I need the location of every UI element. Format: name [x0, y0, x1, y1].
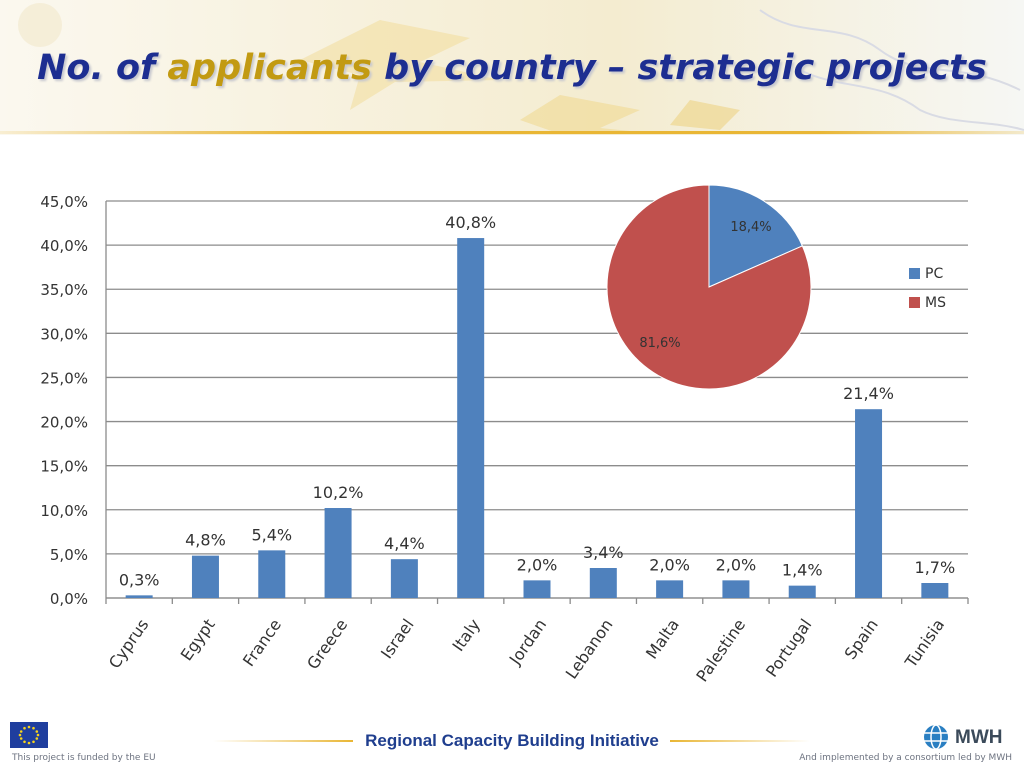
pie-data-label: 18,4% [730, 220, 771, 235]
globe-icon [924, 724, 948, 750]
y-tick-label: 35,0% [40, 281, 88, 299]
y-tick-label: 5,0% [50, 546, 88, 564]
footer-rule-right [670, 740, 810, 742]
bar-data-label: 0,3% [119, 570, 160, 589]
legend-swatch [909, 297, 920, 308]
footer-rule-left [213, 740, 353, 742]
bar-data-label: 5,4% [251, 525, 292, 544]
bar [788, 585, 816, 598]
bar-data-label: 21,4% [843, 384, 894, 403]
x-category-label: France [239, 615, 285, 669]
bar-data-label: 10,2% [313, 483, 364, 502]
bar [125, 595, 153, 598]
y-tick-label: 25,0% [40, 369, 88, 387]
y-tick-label: 15,0% [40, 458, 88, 476]
pie-slice [708, 184, 804, 288]
legend-swatch [909, 268, 920, 279]
x-category-label: Israel [377, 615, 418, 662]
bar-data-label: 2,0% [716, 555, 757, 574]
x-category-label: Greece [303, 615, 351, 673]
eu-stars-icon [18, 725, 40, 745]
x-category-label: Spain [841, 615, 882, 663]
y-tick-label: 45,0% [40, 193, 88, 211]
bar-data-label: 4,4% [384, 534, 425, 553]
bar-data-label: 1,7% [915, 558, 956, 577]
y-tick-label: 40,0% [40, 237, 88, 255]
pie-data-label: 81,6% [639, 336, 680, 351]
bar-data-label: 40,8% [445, 213, 496, 232]
x-category-label: Palestine [692, 615, 749, 685]
bar-data-label: 1,4% [782, 561, 823, 580]
bar [258, 550, 286, 598]
mwh-logo-text: MWH [955, 727, 1003, 748]
footer-consortium-text: And implemented by a consortium led by M… [799, 753, 1012, 763]
footer-funding-text: This project is funded by the EU [12, 753, 156, 763]
eu-flag-icon [10, 722, 48, 748]
x-category-label: Egypt [177, 615, 219, 664]
legend-label: MS [925, 295, 946, 311]
bar-data-label: 2,0% [649, 555, 690, 574]
bar [390, 559, 418, 598]
bar [324, 508, 352, 598]
x-category-label: Lebanon [562, 615, 617, 682]
y-tick-label: 10,0% [40, 502, 88, 520]
title-part-1: No. of [37, 48, 168, 88]
applicants-chart: 0,0% 5,0% 10,0% 15,0% 20,0% 25,0% 30,0% 35,0% 40… [40, 184, 969, 685]
slide-header [0, 0, 1024, 135]
bar [191, 555, 219, 598]
y-tick-label: 20,0% [40, 414, 88, 432]
slide-title: No. of applicants by country – strategic… [0, 48, 1024, 88]
y-tick-label: 0,0% [50, 590, 88, 608]
pie-slice [606, 184, 812, 390]
bar-data-label: 4,8% [185, 531, 226, 550]
bar [722, 580, 750, 598]
bar [855, 409, 883, 598]
title-highlight: applicants [167, 48, 372, 88]
chart-panel: 0,0% 5,0% 10,0% 15,0% 20,0% 25,0% 30,0% 35,0% 40… [20, 170, 995, 715]
footer [0, 718, 1024, 768]
bar [921, 583, 949, 598]
bar-data-label: 2,0% [517, 555, 558, 574]
bar [656, 580, 684, 598]
x-category-label: Portugal [762, 615, 816, 680]
bar [457, 238, 485, 598]
header-decoration [18, 3, 1024, 134]
x-category-label: Tunisia [901, 615, 948, 671]
bar [589, 568, 617, 598]
bar [523, 580, 551, 598]
x-category-label: Malta [642, 615, 683, 662]
bar-data-label: 3,4% [583, 543, 624, 562]
header-rule [0, 131, 1024, 134]
x-category-label: Italy [448, 615, 483, 654]
title-part-2: by country – strategic projects [372, 48, 987, 88]
x-category-label: Cyprus [105, 615, 153, 672]
legend-label: PC [925, 266, 943, 282]
x-category-label: Jordan [505, 615, 550, 668]
footer-initiative-text: Regional Capacity Building Initiative [365, 731, 659, 750]
y-tick-label: 30,0% [40, 325, 88, 343]
